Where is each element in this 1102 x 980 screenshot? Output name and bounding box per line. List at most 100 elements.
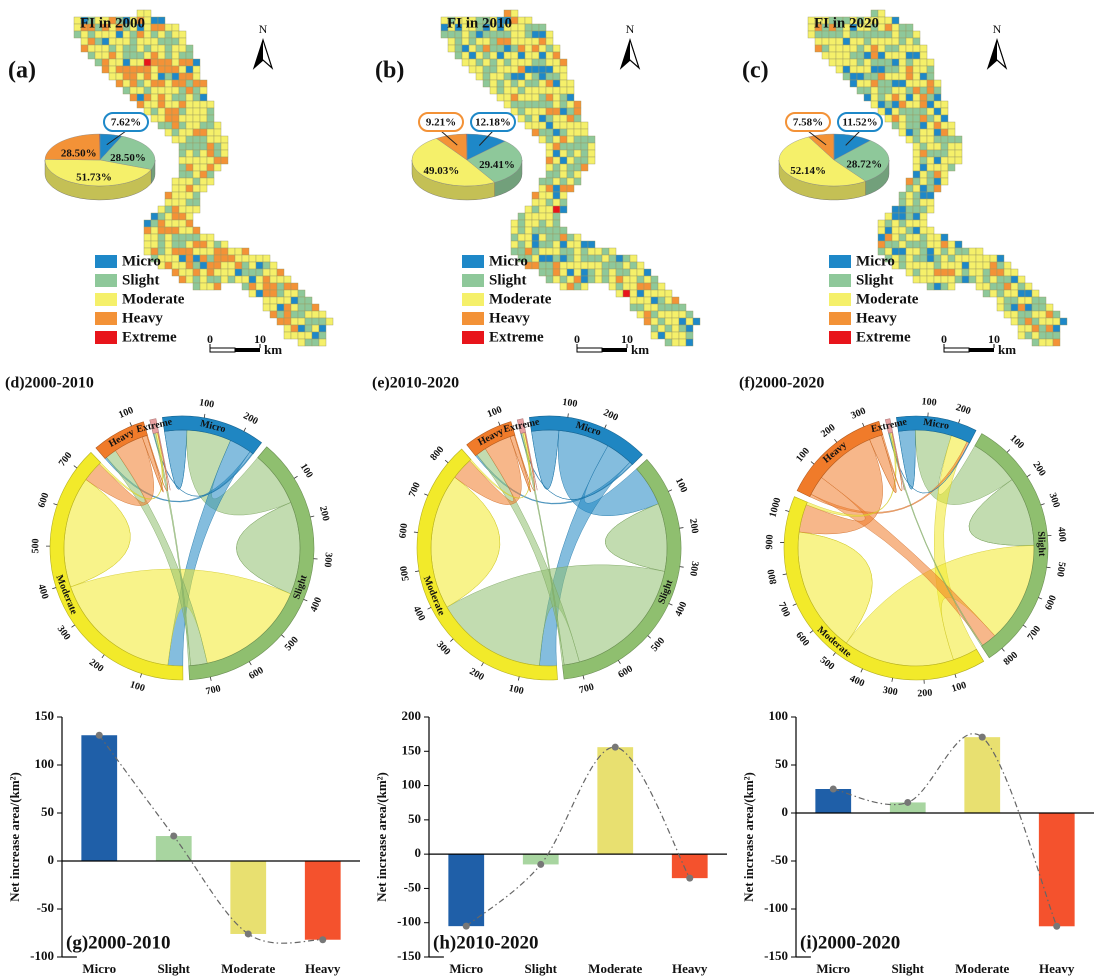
map-cell <box>319 311 326 318</box>
arc-tick <box>304 599 308 601</box>
map-cell <box>630 283 637 290</box>
map-cell <box>179 185 186 192</box>
map-cell <box>581 248 588 255</box>
map-cell <box>504 31 511 38</box>
map-cell <box>532 213 539 220</box>
map-cell <box>511 17 518 24</box>
scale-tick-label: 0 <box>941 332 947 346</box>
map-cell <box>934 80 941 87</box>
map-cell <box>539 52 546 59</box>
map-cell <box>644 311 651 318</box>
map-cell <box>179 150 186 157</box>
map-cell <box>878 66 885 73</box>
map-cell <box>200 283 207 290</box>
map-cell <box>518 108 525 115</box>
map-cell <box>539 31 546 38</box>
map-cell <box>927 150 934 157</box>
map-cell <box>885 213 892 220</box>
y-tick-label: 0 <box>415 845 422 860</box>
map-cell <box>221 241 228 248</box>
map-cell <box>179 45 186 52</box>
map-cell <box>906 234 913 241</box>
map-cell <box>871 45 878 52</box>
map-cell <box>193 206 200 213</box>
map-cell <box>200 164 207 171</box>
map-cell <box>448 38 455 45</box>
map-cell <box>560 94 567 101</box>
map-cell <box>179 73 186 80</box>
map-cell <box>144 45 151 52</box>
map-cell <box>927 199 934 206</box>
map-cell <box>927 164 934 171</box>
map-cell <box>165 129 172 136</box>
map-cell <box>221 262 228 269</box>
map-cell <box>172 129 179 136</box>
map-cell <box>504 38 511 45</box>
map-cell <box>836 59 843 66</box>
map-cell <box>651 297 658 304</box>
map-cell <box>672 297 679 304</box>
map-cell <box>871 59 878 66</box>
y-axis-label: Net increase area/(km²) <box>7 772 22 902</box>
map-cell <box>836 31 843 38</box>
map-cell <box>892 206 899 213</box>
map-cell <box>920 164 927 171</box>
map-cell <box>539 185 546 192</box>
map-cell <box>158 94 165 101</box>
map-cell <box>567 122 574 129</box>
map-cell <box>130 94 137 101</box>
map-cell <box>546 45 553 52</box>
map-cell <box>927 101 934 108</box>
map-cell <box>1039 304 1046 311</box>
map-cell <box>179 241 186 248</box>
map-cell <box>532 248 539 255</box>
y-tick-label: 150 <box>35 708 55 723</box>
map-cell <box>913 115 920 122</box>
bar <box>1039 813 1075 926</box>
panel-label: (c) <box>742 58 769 84</box>
map-cell <box>539 248 546 255</box>
map-cell <box>179 157 186 164</box>
map-cell <box>172 66 179 73</box>
arc-tick-label: 100 <box>298 462 315 481</box>
map-cell <box>955 276 962 283</box>
map-cell <box>123 87 130 94</box>
map-cell <box>913 45 920 52</box>
map-cell <box>497 38 504 45</box>
map-cell <box>1032 332 1039 339</box>
map-cell <box>525 101 532 108</box>
map-cell <box>546 192 553 199</box>
map-cell <box>186 178 193 185</box>
map-cell <box>193 248 200 255</box>
map-cell <box>193 185 200 192</box>
map-cell <box>518 80 525 87</box>
arc-tick <box>1038 598 1042 600</box>
map-cell <box>990 255 997 262</box>
map-cell <box>504 94 511 101</box>
map-cell <box>1025 325 1032 332</box>
map-cell <box>920 276 927 283</box>
map-cell <box>955 241 962 248</box>
map-cell <box>525 227 532 234</box>
map-cell <box>1018 325 1025 332</box>
map-cell <box>518 66 525 73</box>
map-cell <box>284 304 291 311</box>
map-cell <box>214 129 221 136</box>
map-cell <box>518 115 525 122</box>
map-cell <box>144 66 151 73</box>
arc-tick <box>1041 504 1045 505</box>
map-cell <box>1046 339 1053 346</box>
arc-tick <box>959 419 960 423</box>
map-cell <box>934 157 941 164</box>
map-cell <box>172 52 179 59</box>
map-cell <box>469 52 476 59</box>
map-cell <box>1011 297 1018 304</box>
map-cell <box>518 227 525 234</box>
map-cell <box>553 171 560 178</box>
map-cell <box>574 171 581 178</box>
map-cell <box>193 73 200 80</box>
map-cell <box>291 332 298 339</box>
map-cell <box>123 45 130 52</box>
map-cell <box>948 143 955 150</box>
map-cell <box>1004 311 1011 318</box>
